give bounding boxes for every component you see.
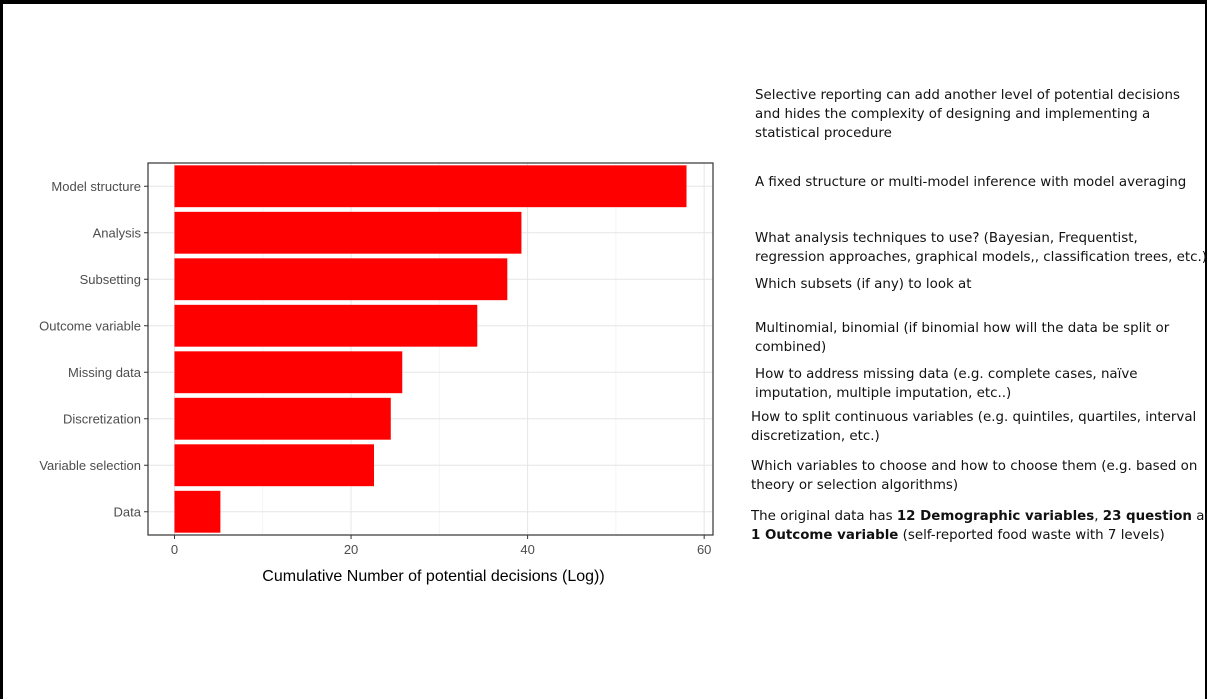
note-line: and hides the complexity of designing an… <box>755 107 1151 122</box>
note-line: Which variables to choose and how to cho… <box>751 459 1198 474</box>
note-text: and <box>1196 509 1207 524</box>
note-line: The original data has 12 Demographic var… <box>751 507 1207 526</box>
bar <box>174 490 221 533</box>
bar <box>174 304 478 347</box>
note-line: How to split continuous variables (e.g. … <box>751 410 1197 425</box>
note-discretization: How to split continuous variables (e.g. … <box>751 408 1196 446</box>
note-data: The original data has 12 Demographic var… <box>751 507 1207 545</box>
y-tick-label: Model structure <box>51 179 141 194</box>
x-tick-label: 60 <box>697 542 711 557</box>
y-tick-label: Variable selection <box>39 458 141 473</box>
bar <box>174 211 522 254</box>
note-line: statistical procedure <box>755 126 892 141</box>
note-text: The original data has <box>751 509 897 524</box>
note-line: How to address missing data (e.g. comple… <box>755 367 1138 382</box>
note-line: regression approaches, graphical models,… <box>755 250 1207 265</box>
note-line: 1 Outcome variable (self-reported food w… <box>751 526 1207 545</box>
note-analysis: What analysis techniques to use? (Bayesi… <box>755 229 1207 267</box>
y-tick-label: Outcome variable <box>39 318 141 333</box>
bar <box>174 351 403 394</box>
note-selective-reporting: Selective reporting can add another leve… <box>755 86 1180 143</box>
x-tick-label: 40 <box>520 542 534 557</box>
note-line: discretization, etc.) <box>751 429 880 444</box>
panel-border <box>147 162 714 536</box>
bar-chart: Model structure Analysis Subsetting Outcome… <box>39 162 714 585</box>
note-subsetting: Which subsets (if any) to look at <box>755 275 972 294</box>
note-line: theory or selection algorithms) <box>751 478 959 493</box>
y-tick-label: Discretization <box>63 411 141 426</box>
note-text: , <box>1094 509 1103 524</box>
note-missing-data: How to address missing data (e.g. comple… <box>755 365 1138 403</box>
x-axis-label: Cumulative Number of potential decisions… <box>262 568 604 585</box>
note-line: Which subsets (if any) to look at <box>755 277 972 292</box>
note-emphasis: 12 Demographic variables <box>896 509 1095 524</box>
note-emphasis: 23 question <box>1102 509 1192 524</box>
note-emphasis: 1 Outcome variable <box>751 528 899 543</box>
x-tick-label: 20 <box>344 542 358 557</box>
y-tick-label: Subsetting <box>80 272 141 287</box>
y-tick-label: Data <box>114 504 142 519</box>
bar <box>174 397 391 440</box>
y-tick-label: Missing data <box>68 365 142 380</box>
bar <box>174 258 508 301</box>
note-line: What analysis techniques to use? (Bayesi… <box>755 231 1138 246</box>
bar <box>174 444 374 487</box>
note-line: Selective reporting can add another leve… <box>755 88 1180 103</box>
note-outcome-variable: Multinomial, binomial (if binomial how w… <box>755 319 1169 357</box>
y-tick-label: Analysis <box>93 225 142 240</box>
note-text: (self-reported food waste with 7 levels) <box>898 528 1165 543</box>
x-tick-label: 0 <box>171 542 178 557</box>
note-line: imputation, multiple imputation, etc..) <box>755 386 1012 401</box>
note-line: Multinomial, binomial (if binomial how w… <box>755 321 1170 336</box>
note-line: combined) <box>755 340 827 355</box>
note-variable-selection: Which variables to choose and how to cho… <box>751 457 1197 495</box>
note-model-structure: A fixed structure or multi-model inferen… <box>755 173 1186 192</box>
bar <box>174 165 687 208</box>
note-line: A fixed structure or multi-model inferen… <box>755 175 1187 190</box>
